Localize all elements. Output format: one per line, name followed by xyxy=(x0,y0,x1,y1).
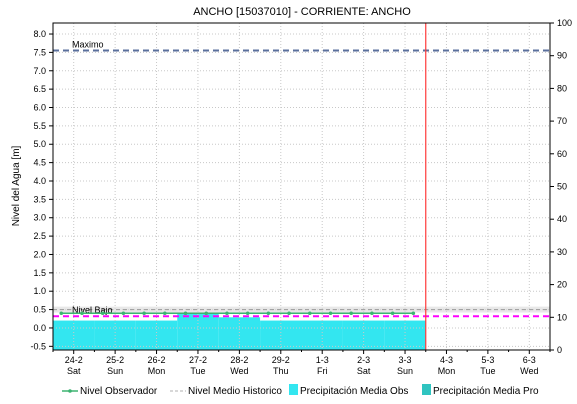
observed-level-point xyxy=(411,311,416,316)
y2-tick-label: 90 xyxy=(557,51,567,61)
legend-precip-pro-swatch xyxy=(422,384,431,395)
y-tick-label: -0.5 xyxy=(30,341,46,351)
x-tick-date: 5-3 xyxy=(481,355,494,365)
observed-level-point xyxy=(266,311,271,316)
x-tick-day: Fri xyxy=(317,366,328,376)
plot-area: Maximo Nivel Bajo -0.5 0.0 0.5 1.0 1.5 2.0 2.5 3.… xyxy=(30,18,572,376)
y-tick-label: 0.0 xyxy=(33,323,46,333)
observed-level-point xyxy=(100,311,105,316)
observed-level-point xyxy=(204,311,209,316)
x-tick-day: Wed xyxy=(520,366,538,376)
y-tick-label: 1.0 xyxy=(33,286,46,296)
threshold-maximo-label: Maximo xyxy=(72,40,104,50)
y2-tick-label: 20 xyxy=(557,280,567,290)
y2-tick-label: 10 xyxy=(557,312,567,322)
y-tick-label: 3.0 xyxy=(33,213,46,223)
x-tick-day: Thu xyxy=(273,366,289,376)
legend-precip-obs-label: Precipitación Media Obs xyxy=(300,386,408,397)
threshold-nivel-bajo-label: Nivel Bajo xyxy=(72,305,113,315)
observed-level-point xyxy=(328,311,333,316)
x-tick-day: Sun xyxy=(107,366,123,376)
observed-level-point xyxy=(245,311,250,316)
x-tick-day: Sun xyxy=(397,366,413,376)
observed-level-point xyxy=(121,311,126,316)
legend-precip-pro-label: Precipitación Media Pro xyxy=(433,386,539,397)
observed-level-point xyxy=(349,311,354,316)
x-tick-date: 1-3 xyxy=(316,355,329,365)
y-tick-label: 6.5 xyxy=(33,84,46,94)
x-tick-day: Sat xyxy=(357,366,371,376)
y-tick-label: 1.5 xyxy=(33,268,46,278)
y-tick-label: 2.5 xyxy=(33,231,46,241)
y-tick-label: 5.5 xyxy=(33,121,46,131)
y-tick-label: 6.0 xyxy=(33,103,46,113)
y2-tick-label: 30 xyxy=(557,247,567,257)
legend-observed-marker xyxy=(68,389,72,393)
precip-obs-bar xyxy=(218,317,261,350)
y2-tick-label: 50 xyxy=(557,182,567,192)
y-tick-label: 4.0 xyxy=(33,176,46,186)
y2-tick-label: 70 xyxy=(557,116,567,126)
x-tick-date: 29-2 xyxy=(272,355,290,365)
x-tick-date: 28-2 xyxy=(230,355,248,365)
chart-title: ANCHO [15037010] - CORRIENTE: ANCHO xyxy=(193,6,411,18)
y-tick-label: 7.0 xyxy=(33,66,46,76)
x-tick-date: 3-3 xyxy=(399,355,412,365)
y-tick-label: 3.5 xyxy=(33,194,46,204)
x-tick-day: Tue xyxy=(480,366,495,376)
y-tick-label: 4.5 xyxy=(33,158,46,168)
observed-level-point xyxy=(307,311,312,316)
legend-historic-label: Nivel Medio Historico xyxy=(188,386,282,397)
observed-level-point xyxy=(183,311,188,316)
x-tick-date: 27-2 xyxy=(189,355,207,365)
x-tick-day: Mon xyxy=(148,366,166,376)
legend-precip-obs-swatch xyxy=(289,384,298,395)
x-tick-date: 2-3 xyxy=(357,355,370,365)
observed-level-point xyxy=(163,311,167,316)
x-tick-date: 26-2 xyxy=(148,355,166,365)
y2-tick-label: 100 xyxy=(557,18,572,28)
y-tick-label: 5.0 xyxy=(33,139,46,149)
x-tick-day: Tue xyxy=(190,366,205,376)
y-tick-label: 2.0 xyxy=(33,249,46,259)
x-tick-day: Mon xyxy=(438,366,456,376)
y-tick-label: 0.5 xyxy=(33,305,46,315)
observed-level-point xyxy=(80,311,84,316)
observed-level-point xyxy=(287,311,291,316)
x-tick-date: 24-2 xyxy=(65,355,83,365)
x-tick-date: 6-3 xyxy=(523,355,536,365)
y2-tick-label: 0 xyxy=(557,345,562,355)
legend-observed-label: Nivel Observador xyxy=(80,386,158,397)
y2-tick-label: 80 xyxy=(557,83,567,93)
y-tick-label: 8.0 xyxy=(33,29,46,39)
y2-tick-label: 40 xyxy=(557,214,567,224)
x-tick-day: Wed xyxy=(230,366,248,376)
y-axis-label: Nivel del Agua [m] xyxy=(11,145,22,226)
observed-level-point xyxy=(370,311,374,316)
observed-level-point xyxy=(142,311,146,316)
x-tick-date: 25-2 xyxy=(106,355,124,365)
observed-level-point xyxy=(225,311,229,316)
y2-tick-label: 60 xyxy=(557,149,567,159)
observed-level-point xyxy=(59,311,64,316)
plot-background xyxy=(53,23,550,350)
observed-level-point xyxy=(390,311,395,316)
y-tick-label: 7.5 xyxy=(33,47,46,57)
x-tick-date: 4-3 xyxy=(440,355,453,365)
x-tick-day: Sat xyxy=(67,366,81,376)
legend: Nivel Observador Nivel Medio Historico Pre… xyxy=(62,384,539,397)
